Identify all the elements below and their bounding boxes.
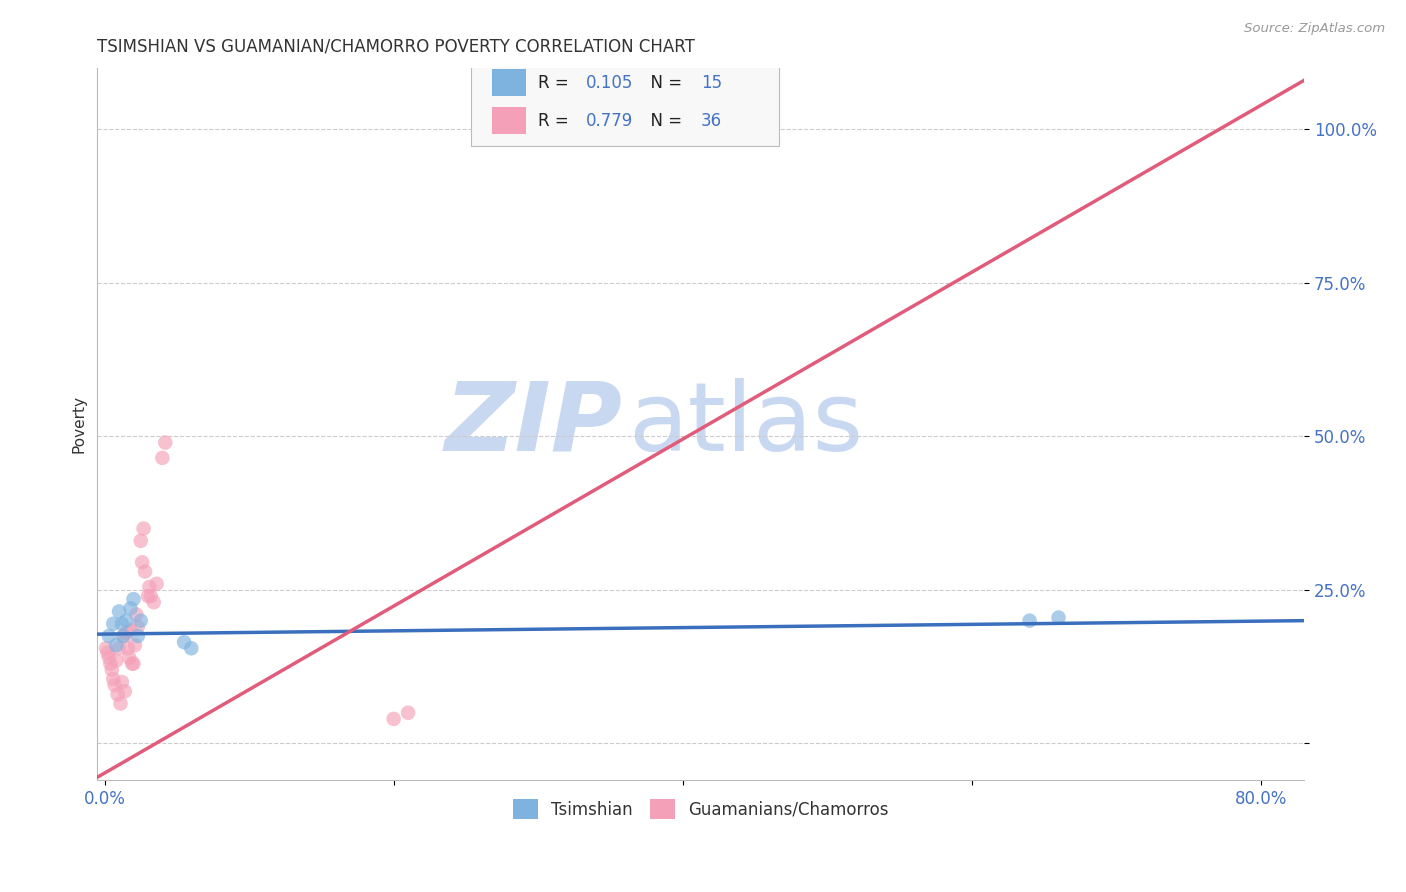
Point [103,616,125,631]
Point [138,580,160,594]
Point [1047,610,1070,624]
Point [173,635,195,649]
Point [105,654,128,668]
Point [120,601,142,615]
Point [131,555,153,569]
Point [142,595,165,609]
Point [120,623,142,637]
Point [122,657,145,671]
Point [114,684,136,698]
Point [94,641,117,656]
Point [96,646,118,660]
Text: 15: 15 [700,74,721,92]
Point [117,641,139,656]
Text: N =: N = [641,112,688,129]
Text: R =: R = [538,112,574,129]
Point [180,641,202,656]
Point [112,629,135,643]
Point [125,607,148,622]
Point [150,450,173,465]
Text: 0.779: 0.779 [586,112,633,129]
Text: R =: R = [538,74,574,92]
Point [108,641,131,656]
Point [111,616,134,631]
Text: TSIMSHIAN VS GUAMANIAN/CHAMORRO POVERTY CORRELATION CHART: TSIMSHIAN VS GUAMANIAN/CHAMORRO POVERTY … [97,37,695,55]
Point [129,533,152,548]
Point [98,657,121,671]
Point [101,663,124,677]
Point [115,626,138,640]
Point [97,650,120,665]
Point [108,604,131,618]
Point [134,565,156,579]
Text: Source: ZipAtlas.com: Source: ZipAtlas.com [1244,22,1385,36]
Point [132,522,155,536]
Point [104,678,127,692]
Point [145,576,167,591]
Point [115,614,138,628]
Point [121,657,143,671]
Point [107,687,129,701]
Point [129,614,152,628]
Point [97,629,120,643]
Text: atlas: atlas [628,377,863,471]
Legend: Tsimshian, Guamanians/Chamorros: Tsimshian, Guamanians/Chamorros [506,793,896,825]
Point [1018,614,1040,628]
Point [124,638,146,652]
FancyBboxPatch shape [471,57,779,146]
Point [127,629,149,643]
Text: 0.105: 0.105 [586,74,634,92]
FancyBboxPatch shape [492,70,526,96]
Point [139,589,162,603]
Point [382,712,405,726]
Text: ZIP: ZIP [444,377,623,471]
Point [155,435,177,450]
Point [127,620,149,634]
Point [112,629,135,643]
Point [110,697,132,711]
Text: N =: N = [641,74,688,92]
Point [136,589,159,603]
FancyBboxPatch shape [492,107,526,134]
Point [111,675,134,690]
Y-axis label: Poverty: Poverty [72,395,86,453]
Point [118,650,141,665]
Text: 36: 36 [700,112,721,129]
Point [105,638,128,652]
Point [396,706,419,720]
Point [103,672,125,686]
Point [122,592,145,607]
